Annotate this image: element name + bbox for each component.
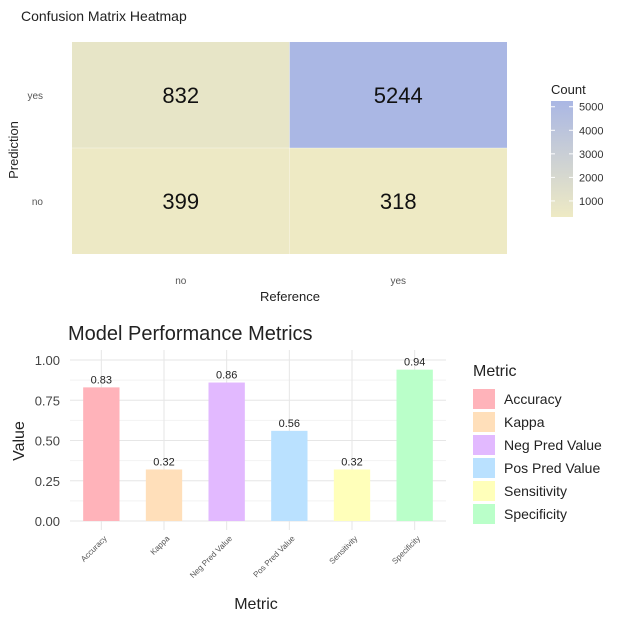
- metrics-legend-key: [473, 481, 495, 501]
- metrics-x-tick-label: Neg Pred Value: [188, 534, 234, 580]
- heatmap-cell-label: 832: [162, 83, 199, 108]
- heatmap-cells: 832 5244 399 318: [72, 42, 507, 254]
- heatmap-cell: [289, 148, 507, 254]
- metrics-legend-label: Kappa: [504, 414, 545, 430]
- heatmap-title: Confusion Matrix Heatmap: [21, 8, 187, 24]
- heatmap-cell-label: 5244: [374, 83, 423, 108]
- metrics-bar: [83, 387, 120, 521]
- heatmap-cell: [72, 42, 290, 148]
- heatmap-legend: Count 1000 2000 3000 4000 5000: [551, 82, 603, 217]
- metrics-legend-key: [473, 435, 495, 455]
- metrics-x-tick-label: Pos Pred Value: [251, 534, 297, 580]
- metrics-legend-label: Accuracy: [504, 391, 562, 407]
- metrics-legend-key: [473, 412, 495, 432]
- heatmap-cell: [289, 42, 507, 148]
- metrics-bar-value-label: 0.94: [404, 357, 425, 369]
- heatmap-y-tick-label: no: [32, 197, 44, 208]
- heatmap-legend-tick-label: 2000: [579, 172, 603, 184]
- metrics-x-tick-label: Specificity: [390, 534, 422, 566]
- metrics-bars: 0.83 0.32 0.86 0.56 0.32 0.94: [83, 357, 433, 521]
- heatmap-ylabel: Prediction: [6, 121, 21, 179]
- metrics-bar-value-label: 0.56: [279, 418, 300, 430]
- metrics-grid: [70, 350, 446, 530]
- metrics-y-tick-label: 0.25: [35, 474, 60, 489]
- heatmap-x-tick-label: no: [175, 276, 187, 287]
- metrics-legend-label: Pos Pred Value: [504, 460, 600, 476]
- heatmap-legend-tick-label: 1000: [579, 196, 603, 208]
- heatmap-legend-title: Count: [551, 82, 586, 97]
- heatmap-xlabel: Reference: [260, 289, 320, 304]
- metrics-y-tick-label: 0.50: [35, 434, 60, 449]
- metrics-y-tick-label: 0.75: [35, 393, 60, 408]
- metrics-legend-label: Sensitivity: [504, 483, 567, 499]
- metrics-title: Model Performance Metrics: [68, 323, 313, 345]
- metrics-bar-value-label: 0.32: [341, 456, 362, 468]
- heatmap-cell: [72, 148, 290, 254]
- metrics-legend-key: [473, 458, 495, 478]
- metrics-xlabel: Metric: [234, 596, 278, 613]
- metrics-legend: Metric Accuracy Kappa Neg Pred Value Pos Pr…: [473, 363, 602, 524]
- metrics-legend-label: Specificity: [504, 506, 567, 522]
- heatmap-legend-tick-label: 3000: [579, 149, 603, 161]
- metrics-x-tick-label: Sensitivity: [328, 534, 360, 566]
- metrics-legend-label: Neg Pred Value: [504, 437, 602, 453]
- metrics-bar-value-label: 0.32: [153, 456, 174, 468]
- metrics-legend-key: [473, 504, 495, 524]
- metrics-x-tick-label: Kappa: [149, 534, 172, 557]
- metrics-legend-title: Metric: [473, 363, 517, 380]
- metrics-bar: [145, 469, 183, 521]
- heatmap-x-tick-label: yes: [390, 276, 406, 287]
- heatmap-y-tick-label: yes: [27, 91, 43, 102]
- heatmap-cell-label: 399: [162, 189, 199, 214]
- heatmap-cell-label: 318: [380, 189, 417, 214]
- heatmap-legend-colorbar: [551, 101, 573, 217]
- metrics-bar: [396, 369, 433, 521]
- heatmap-legend-tick-label: 5000: [579, 102, 603, 114]
- heatmap-legend-tick-label: 4000: [579, 125, 603, 137]
- metrics-bar: [208, 382, 245, 521]
- metrics-bar-value-label: 0.83: [91, 374, 112, 386]
- metrics-y-tick-label: 1.00: [35, 353, 60, 368]
- metrics-bar: [271, 430, 308, 521]
- metrics-bar: [333, 469, 371, 521]
- metrics-x-tick-label: Accuracy: [79, 534, 109, 564]
- metrics-legend-key: [473, 389, 495, 409]
- metrics-ylabel: Value: [11, 421, 28, 461]
- metrics-bar-value-label: 0.86: [216, 370, 237, 382]
- metrics-y-tick-label: 0.00: [35, 514, 60, 529]
